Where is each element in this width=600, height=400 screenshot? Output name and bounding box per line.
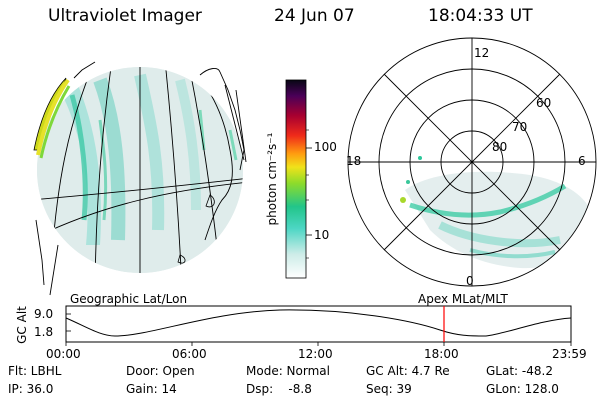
x-tick-0600: 06:00 (172, 347, 207, 361)
info-mode: Mode: Normal (246, 364, 330, 378)
apex-caption: Apex MLat/MLT (418, 292, 508, 306)
lat-label-60: 60 (536, 96, 552, 110)
polar-plot (347, 37, 597, 287)
mlt-label-18: 18 (346, 154, 362, 168)
instrument-title: Ultraviolet Imager (48, 6, 202, 26)
geographic-image (33, 61, 247, 296)
mlt-label-6: 6 (578, 154, 586, 168)
info-ip: IP: 36.0 (8, 382, 54, 396)
geographic-caption: Geographic Lat/Lon (70, 292, 188, 306)
info-glat: GLat: -48.2 (486, 364, 553, 378)
altitude-timeline (65, 305, 572, 346)
y-tick-1-8: 1.8 (34, 325, 54, 339)
info-seq: Seq: 39 (366, 382, 412, 396)
lat-label-80: 80 (492, 140, 508, 154)
x-tick-1800: 18:00 (424, 347, 459, 361)
info-dsp: Dsp: -8.8 (246, 382, 312, 396)
info-gc-alt: GC Alt: 4.7 Re (366, 364, 450, 378)
colorbar-unit-label: photon cm⁻²s⁻¹ (265, 132, 279, 226)
colorbar-tick-10: 10 (314, 228, 330, 242)
info-door: Door: Open (126, 364, 195, 378)
info-filter: Flt: LBHL (8, 364, 62, 378)
x-tick-0000: 00:00 (46, 347, 81, 361)
x-tick-2359: 23:59 (552, 347, 587, 361)
color-bar (285, 79, 312, 279)
mlt-label-0: 0 (466, 274, 474, 288)
y-tick-9: 9.0 (34, 307, 54, 321)
lat-label-70: 70 (512, 120, 528, 134)
gc-alt-axis-title: GC Alt (15, 306, 29, 344)
x-tick-1200: 12:00 (298, 347, 333, 361)
mlt-label-12: 12 (474, 46, 490, 60)
info-glon: GLon: 128.0 (486, 382, 559, 396)
colorbar-tick-100: 100 (314, 140, 337, 154)
time-label: 18:04:33 UT (428, 6, 533, 26)
info-gain: Gain: 14 (126, 382, 177, 396)
date-label: 24 Jun 07 (274, 6, 355, 26)
